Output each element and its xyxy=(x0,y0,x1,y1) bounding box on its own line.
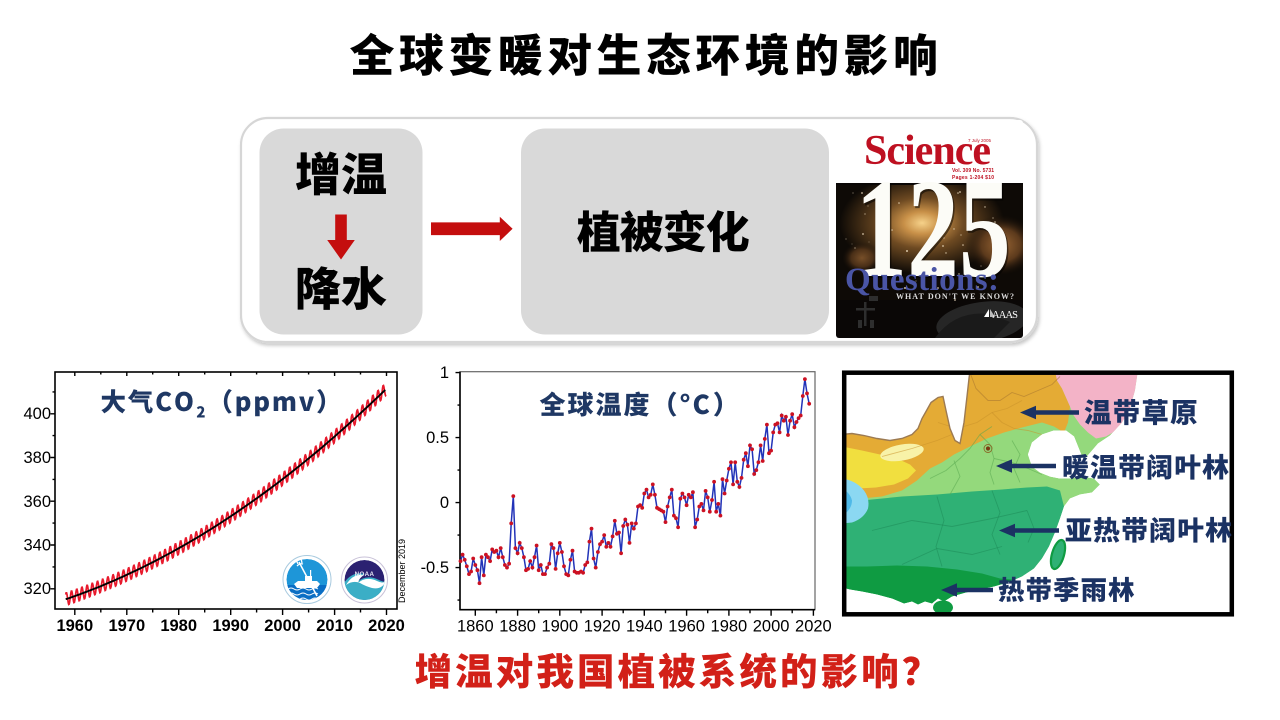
svg-text:125: 125 xyxy=(857,151,1012,309)
svg-text:2000: 2000 xyxy=(264,617,301,635)
svg-text:1960: 1960 xyxy=(668,618,705,636)
svg-text:1990: 1990 xyxy=(212,617,249,635)
svg-text:0: 0 xyxy=(440,494,449,512)
svg-text:2010: 2010 xyxy=(316,617,353,635)
svg-text:360: 360 xyxy=(23,493,51,511)
svg-text:December 2019: December 2019 xyxy=(397,539,407,603)
svg-text:AAAS: AAAS xyxy=(992,310,1018,321)
svg-text:1: 1 xyxy=(440,364,449,382)
svg-text:1980: 1980 xyxy=(711,618,748,636)
svg-text:2020: 2020 xyxy=(368,617,405,635)
svg-text:Pages 1-204 $10: Pages 1-204 $10 xyxy=(952,175,994,181)
svg-text:1900: 1900 xyxy=(541,618,578,636)
svg-text:1940: 1940 xyxy=(626,618,663,636)
svg-text:WHAT DON'T WE KNOW?: WHAT DON'T WE KNOW? xyxy=(896,292,1014,301)
svg-text:7 July 2005: 7 July 2005 xyxy=(968,138,992,143)
svg-text:2020: 2020 xyxy=(795,618,832,636)
svg-text:1980: 1980 xyxy=(160,617,197,635)
svg-text:380: 380 xyxy=(23,449,51,467)
svg-text:125: 125 xyxy=(855,149,1010,307)
svg-text:-0.5: -0.5 xyxy=(421,559,449,577)
svg-text:1880: 1880 xyxy=(499,618,536,636)
svg-text:1970: 1970 xyxy=(108,617,145,635)
svg-text:2000: 2000 xyxy=(753,618,790,636)
svg-text:Questions:: Questions: xyxy=(845,262,999,298)
svg-text:0.5: 0.5 xyxy=(426,429,449,447)
svg-text:1920: 1920 xyxy=(584,618,621,636)
svg-text:Science: Science xyxy=(864,128,991,174)
svg-text:NOAA: NOAA xyxy=(355,571,375,578)
svg-text:340: 340 xyxy=(23,537,51,555)
svg-text:Vol. 309 No. 5731: Vol. 309 No. 5731 xyxy=(952,168,994,174)
svg-text:1860: 1860 xyxy=(457,618,494,636)
svg-text:320: 320 xyxy=(23,580,51,598)
svg-text:1960: 1960 xyxy=(56,617,93,635)
svg-text:400: 400 xyxy=(23,405,51,423)
